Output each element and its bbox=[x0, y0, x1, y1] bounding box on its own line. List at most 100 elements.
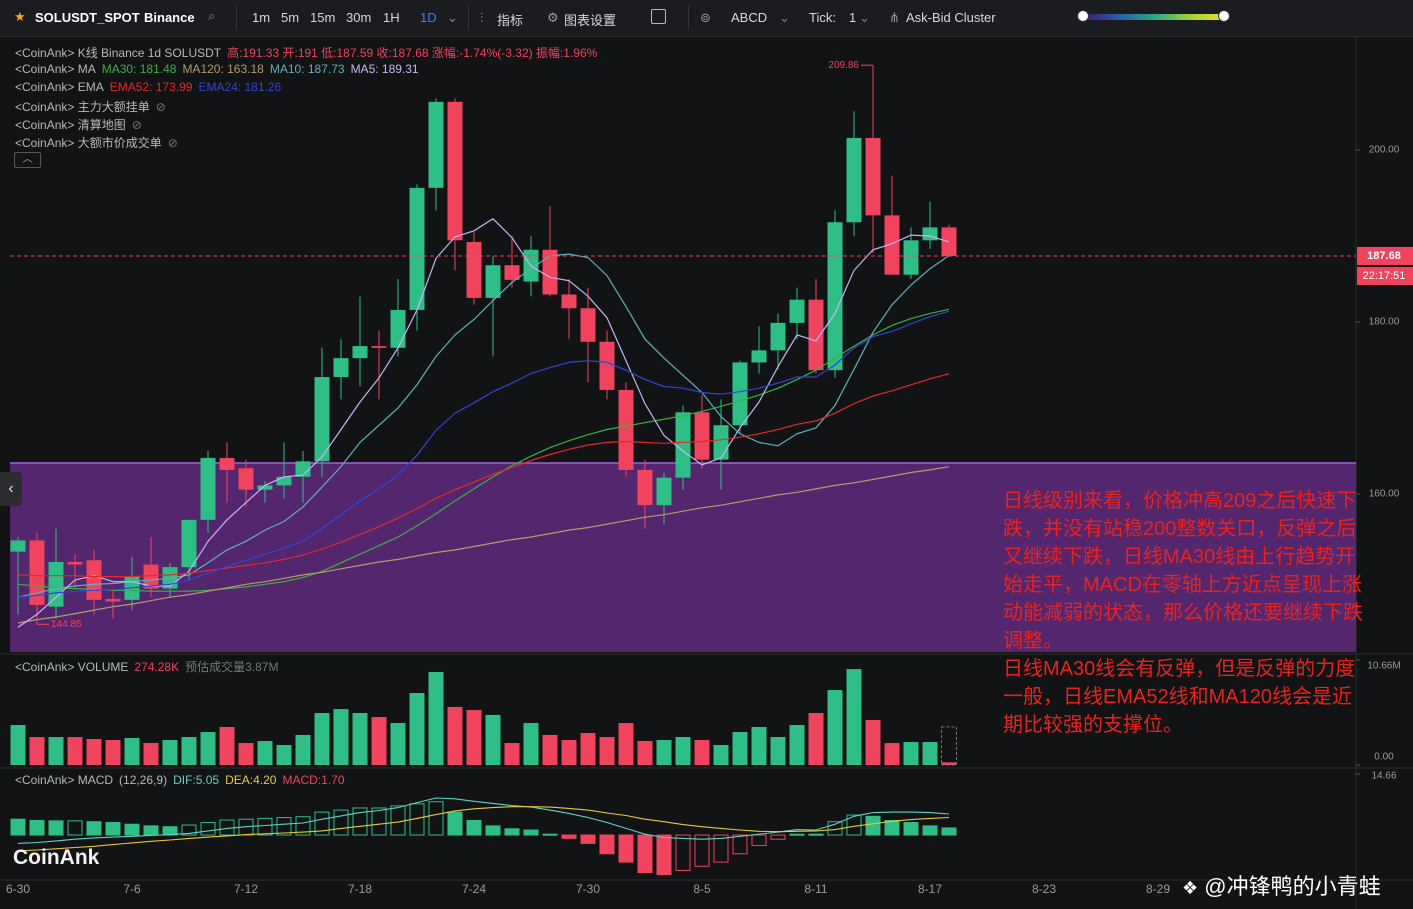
candle-body bbox=[371, 346, 387, 348]
legend-entry: MA30: 181.48 bbox=[101, 62, 177, 76]
separator bbox=[468, 6, 469, 30]
candle-body bbox=[276, 476, 292, 486]
ema-legend: <CoinAnk> EMA EMA52: 173.99 EMA24: 181.26 bbox=[15, 80, 287, 94]
countdown-label: 22:17:51 bbox=[1363, 270, 1406, 282]
hidden-icon[interactable]: ⊘ bbox=[167, 136, 178, 150]
volume-bar bbox=[884, 743, 900, 765]
checkbox[interactable] bbox=[651, 9, 666, 24]
chevron[interactable]: ⌄ bbox=[779, 10, 790, 25]
macd-bar bbox=[808, 833, 824, 836]
macd-bar bbox=[523, 829, 539, 836]
volume-bar bbox=[143, 743, 159, 765]
x-tick-label: 7-18 bbox=[348, 882, 372, 896]
volume-bar bbox=[29, 737, 45, 765]
macd-bar bbox=[542, 833, 558, 836]
candle-body bbox=[827, 222, 843, 371]
watermark: CoinAnk bbox=[13, 846, 100, 869]
hidden-icon[interactable]: ⊘ bbox=[155, 100, 166, 114]
candle-body bbox=[903, 240, 919, 275]
volume-bar bbox=[865, 719, 881, 765]
macd-bar bbox=[428, 801, 444, 836]
search-icon[interactable]: ⌕ bbox=[208, 8, 216, 23]
macd-bar bbox=[732, 834, 748, 855]
volume-bar bbox=[827, 690, 843, 765]
color-slider[interactable] bbox=[1083, 14, 1225, 20]
volume-bar bbox=[333, 709, 349, 765]
candle-body bbox=[485, 265, 501, 298]
collapse-button[interactable]: ︿ bbox=[14, 152, 41, 168]
candle-body bbox=[580, 308, 596, 342]
x-tick-label: 8-23 bbox=[1032, 882, 1056, 896]
volume-bar bbox=[846, 669, 862, 765]
y-tick-label: 14.66 bbox=[1371, 771, 1396, 782]
candle-body bbox=[219, 457, 235, 470]
candle-body bbox=[770, 322, 786, 351]
interval-button[interactable]: 1H bbox=[383, 10, 400, 25]
macd-bar bbox=[770, 834, 786, 840]
candle-body bbox=[333, 358, 349, 378]
indicator-line bbox=[17, 253, 950, 598]
hidden-icon[interactable]: ⊘ bbox=[131, 118, 142, 132]
star-icon[interactable]: ★ bbox=[14, 9, 26, 24]
volume-bar bbox=[219, 726, 235, 765]
candle-body bbox=[67, 561, 83, 565]
drawing-button[interactable]: ABCD bbox=[731, 10, 768, 25]
chart-settings-button[interactable]: 图表设置 bbox=[564, 13, 617, 28]
macd-bar bbox=[105, 822, 121, 836]
volume-bar bbox=[599, 737, 615, 765]
side-toggle[interactable]: ‹ bbox=[0, 472, 22, 506]
volume-bar bbox=[808, 712, 824, 765]
interval-button[interactable]: 15m bbox=[310, 10, 336, 25]
indicators-button[interactable]: 指标 bbox=[497, 13, 524, 28]
volume-bar bbox=[675, 737, 691, 765]
y-tick-label: 0.00 bbox=[1374, 752, 1394, 763]
candle-body bbox=[884, 215, 900, 275]
macd-bar bbox=[466, 819, 482, 836]
interval-button[interactable]: 1m bbox=[252, 10, 271, 25]
volume-bar bbox=[770, 737, 786, 765]
candle-body bbox=[181, 519, 197, 568]
macd-bar bbox=[675, 834, 691, 871]
macd-params: (12,26,9) bbox=[119, 773, 168, 787]
candle-body bbox=[732, 362, 748, 426]
macd-bar bbox=[276, 817, 292, 836]
symbol[interactable]: SOLUSDT_SPOT bbox=[35, 10, 140, 25]
slider-handle[interactable] bbox=[1218, 10, 1230, 22]
x-tick-label: 8-29 bbox=[1146, 882, 1170, 896]
macd-bar bbox=[10, 818, 26, 836]
exchange[interactable]: Binance bbox=[144, 10, 195, 25]
interval-button[interactable]: 5m bbox=[281, 10, 300, 25]
macd-bar bbox=[29, 819, 45, 836]
volume-bar bbox=[789, 725, 805, 765]
candle-body bbox=[257, 485, 273, 490]
candle-body bbox=[561, 294, 577, 309]
interval-button[interactable]: 1D bbox=[420, 10, 437, 25]
macd-legend: <CoinAnk> MACD (12,26,9) DIF:5.05 DEA:4.20 M… bbox=[15, 773, 351, 787]
volume-bar bbox=[523, 723, 539, 765]
chevron[interactable]: ⌄ bbox=[447, 10, 458, 25]
macd-bar bbox=[580, 834, 596, 844]
macd-bar bbox=[884, 819, 900, 836]
macd-bar bbox=[694, 834, 710, 867]
annotation-paragraph: 日线级别来看，价格冲高209之后快速下跌，并没有站稳200整数关口，反弹之后又继… bbox=[1003, 490, 1363, 652]
tick-value[interactable]: 1 bbox=[849, 10, 857, 25]
legend-label: <CoinAnk> MACD bbox=[15, 773, 114, 787]
author: ❖ @冲锋鸭的小青蛙 bbox=[1182, 869, 1381, 901]
legend-entry: EMA52: 173.99 bbox=[109, 80, 193, 94]
macd-bar bbox=[922, 825, 938, 836]
volume-bar bbox=[637, 740, 653, 765]
ma-legend: <CoinAnk> MA MA30: 181.48 MA120: 163.18 MA1… bbox=[15, 62, 425, 76]
cluster-button[interactable]: Ask-Bid Cluster bbox=[906, 10, 996, 25]
candle-body bbox=[390, 309, 406, 348]
y-tick-label: 160.00 bbox=[1369, 489, 1400, 500]
volume-bar bbox=[200, 732, 216, 765]
macd-bar bbox=[181, 824, 197, 836]
interval-button[interactable]: 30m bbox=[346, 10, 372, 25]
volume-bar bbox=[732, 732, 748, 765]
candle-body bbox=[656, 477, 672, 506]
chevron[interactable]: ⌄ bbox=[859, 10, 870, 25]
volume-bar bbox=[86, 738, 102, 765]
slider-handle[interactable] bbox=[1077, 10, 1089, 22]
candle-body bbox=[143, 564, 159, 589]
